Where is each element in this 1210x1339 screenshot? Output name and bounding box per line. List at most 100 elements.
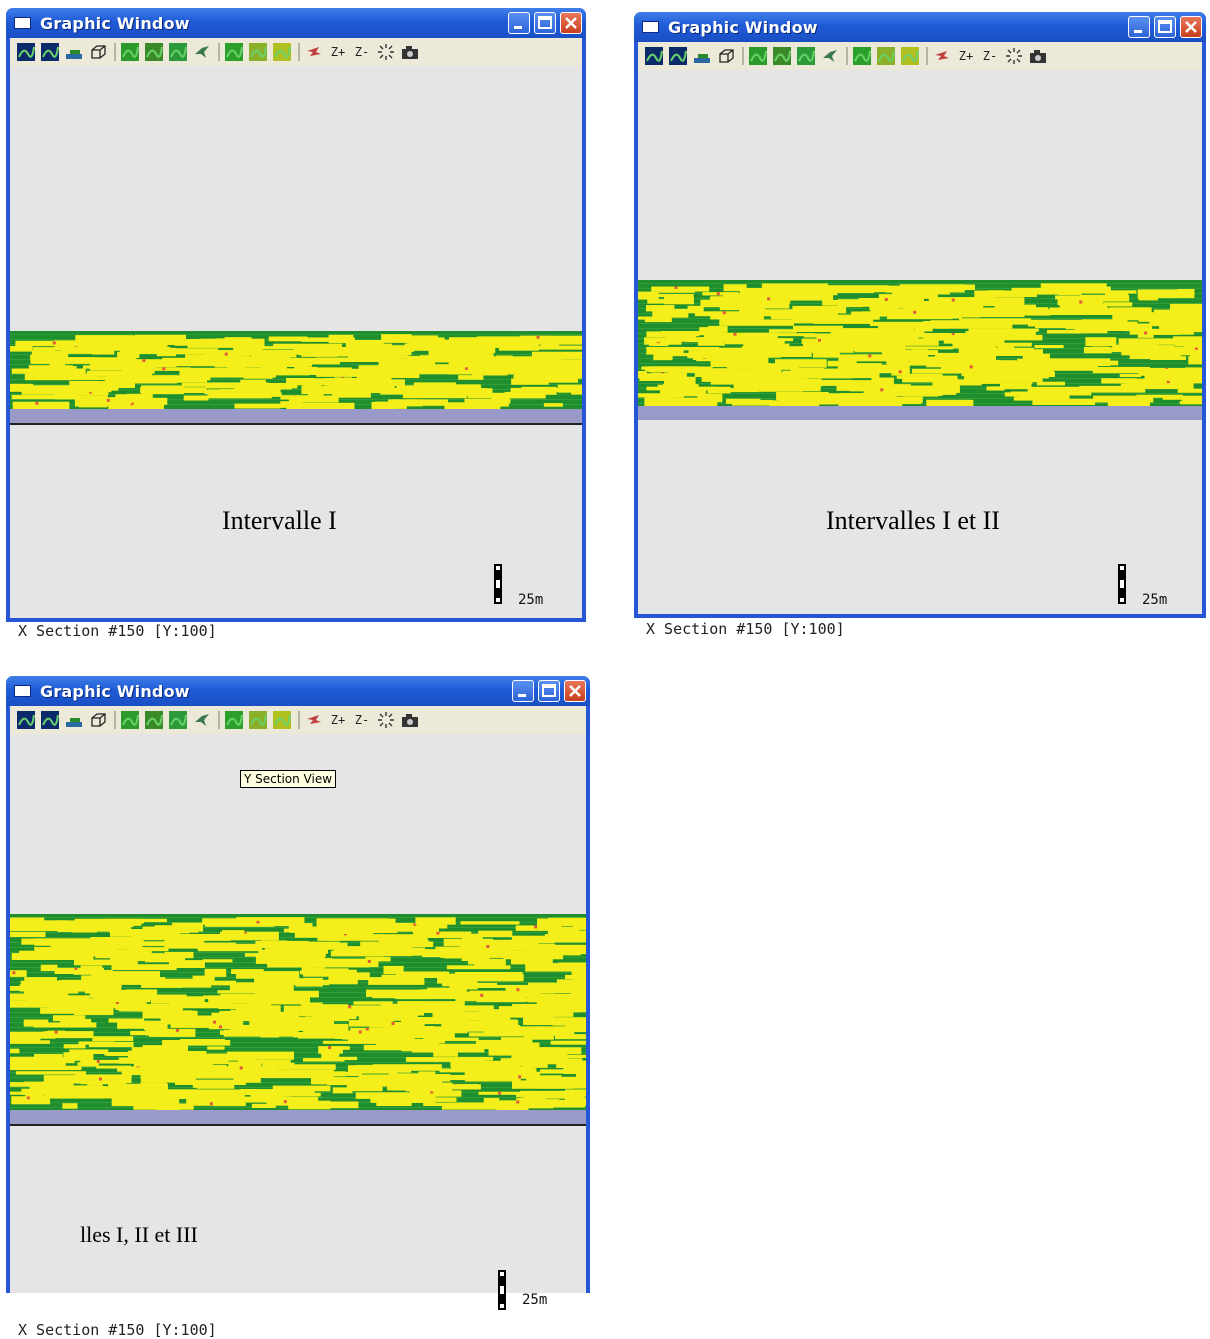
- toolbar-separator: [298, 711, 300, 729]
- facies-map-3-icon[interactable]: [168, 42, 188, 62]
- cube-icon[interactable]: [88, 710, 108, 730]
- section-2-icon[interactable]: [248, 710, 268, 730]
- facies-map-3-icon[interactable]: [168, 710, 188, 730]
- cross-section-view: [10, 914, 586, 1124]
- status-text: X Section #150 [Y:100]: [646, 620, 845, 638]
- maximize-button[interactable]: [538, 680, 560, 702]
- toolbar: Z+ Z-: [10, 706, 586, 734]
- status-text: X Section #150 [Y:100]: [18, 622, 217, 640]
- section-icon[interactable]: [852, 46, 872, 66]
- model-alt-icon[interactable]: [40, 710, 60, 730]
- fit-icon[interactable]: [376, 710, 396, 730]
- facies-map-icon[interactable]: [748, 46, 768, 66]
- surface-icon[interactable]: [692, 46, 712, 66]
- zoom-out-icon[interactable]: Z-: [982, 49, 998, 63]
- rotate-icon[interactable]: [932, 46, 952, 66]
- facies-map-2-icon[interactable]: [144, 42, 164, 62]
- facies-map-icon[interactable]: [120, 710, 140, 730]
- surface-icon[interactable]: [64, 42, 84, 62]
- toolbar-separator: [114, 711, 116, 729]
- window-icon: [642, 21, 659, 33]
- minimize-button[interactable]: [1128, 16, 1150, 38]
- toolbar-separator: [218, 43, 220, 61]
- toolbar-separator: [742, 47, 744, 65]
- toolbar-separator: [926, 47, 928, 65]
- title-bar[interactable]: Graphic Window: [6, 8, 586, 38]
- maximize-button[interactable]: [534, 12, 556, 34]
- maximize-button[interactable]: [1154, 16, 1176, 38]
- title-bar[interactable]: Graphic Window: [6, 676, 590, 706]
- zoom-out-icon[interactable]: Z-: [354, 45, 370, 59]
- window-client: Z+ Z- Y Section View lles I, II et III 25…: [10, 706, 586, 1339]
- toolbar: Z+ Z-: [10, 38, 582, 66]
- toolbar-separator: [218, 711, 220, 729]
- interval-caption: lles I, II et III: [80, 1222, 198, 1247]
- tooltip: Y Section View: [240, 770, 337, 788]
- model-icon[interactable]: [644, 46, 664, 66]
- graphic-canvas[interactable]: Y Section View lles I, II et III 25m X S…: [10, 734, 586, 1339]
- camera-icon[interactable]: [400, 42, 420, 62]
- close-button[interactable]: [560, 12, 582, 34]
- plane-icon[interactable]: [820, 46, 840, 66]
- cross-section-view: [10, 331, 582, 423]
- grid-icon[interactable]: [272, 42, 292, 62]
- close-button[interactable]: [1180, 16, 1202, 38]
- model-alt-icon[interactable]: [40, 42, 60, 62]
- plane-icon[interactable]: [192, 710, 212, 730]
- rotate-icon[interactable]: [304, 42, 324, 62]
- fit-icon[interactable]: [1004, 46, 1024, 66]
- section-2-icon[interactable]: [876, 46, 896, 66]
- window-title: Graphic Window: [668, 18, 818, 37]
- surface-icon[interactable]: [64, 710, 84, 730]
- title-bar[interactable]: Graphic Window: [634, 12, 1206, 42]
- window-client: Z+ Z- Intervalle I 25m X Section #150 [Y:…: [10, 38, 582, 640]
- toolbar-separator: [298, 43, 300, 61]
- model-icon[interactable]: [16, 42, 36, 62]
- cross-section-view: [638, 280, 1202, 420]
- graphic-window-2: Graphic Window Z+ Z- Intervalles I et II …: [634, 12, 1206, 638]
- grid-icon[interactable]: [272, 710, 292, 730]
- section-icon[interactable]: [224, 710, 244, 730]
- facies-map-2-icon[interactable]: [144, 710, 164, 730]
- section-baseline: [10, 1124, 586, 1126]
- facies-map-icon[interactable]: [120, 42, 140, 62]
- minimize-button[interactable]: [512, 680, 534, 702]
- zoom-in-icon[interactable]: Z+: [958, 49, 974, 63]
- scale-label: 25m: [522, 1292, 548, 1308]
- graphic-canvas[interactable]: Intervalles I et II 25m X Section #150 […: [638, 70, 1202, 638]
- facies-map-3-icon[interactable]: [796, 46, 816, 66]
- cube-icon[interactable]: [716, 46, 736, 66]
- toolbar: Z+ Z-: [638, 42, 1202, 70]
- facies-section-svg: [10, 914, 586, 1124]
- close-button[interactable]: [564, 680, 586, 702]
- cube-icon[interactable]: [88, 42, 108, 62]
- zoom-in-icon[interactable]: Z+: [330, 713, 346, 727]
- model-alt-icon[interactable]: [668, 46, 688, 66]
- minimize-button[interactable]: [508, 12, 530, 34]
- grid-icon[interactable]: [900, 46, 920, 66]
- toolbar-separator: [114, 43, 116, 61]
- graphic-canvas[interactable]: Intervalle I 25m X Section #150 [Y:100]: [10, 66, 582, 640]
- section-baseline: [10, 423, 582, 425]
- window-title: Graphic Window: [40, 682, 190, 701]
- plane-icon[interactable]: [192, 42, 212, 62]
- scale-label: 25m: [1142, 592, 1168, 608]
- status-text: X Section #150 [Y:100]: [18, 1321, 217, 1339]
- camera-icon[interactable]: [1028, 46, 1048, 66]
- window-icon: [14, 17, 31, 29]
- window-icon: [14, 685, 31, 697]
- camera-icon[interactable]: [400, 710, 420, 730]
- interval-caption: Intervalle I: [222, 506, 337, 535]
- section-2-icon[interactable]: [248, 42, 268, 62]
- scale-bar-icon: [498, 1270, 506, 1310]
- model-icon[interactable]: [16, 710, 36, 730]
- fit-icon[interactable]: [376, 42, 396, 62]
- rotate-icon[interactable]: [304, 710, 324, 730]
- facies-map-2-icon[interactable]: [772, 46, 792, 66]
- zoom-out-icon[interactable]: Z-: [354, 713, 370, 727]
- facies-section-svg: [10, 331, 582, 423]
- scale-bar-icon: [494, 564, 502, 604]
- zoom-in-icon[interactable]: Z+: [330, 45, 346, 59]
- graphic-window-1: Graphic Window Z+ Z- Intervalle I 25m X S…: [6, 8, 586, 640]
- section-icon[interactable]: [224, 42, 244, 62]
